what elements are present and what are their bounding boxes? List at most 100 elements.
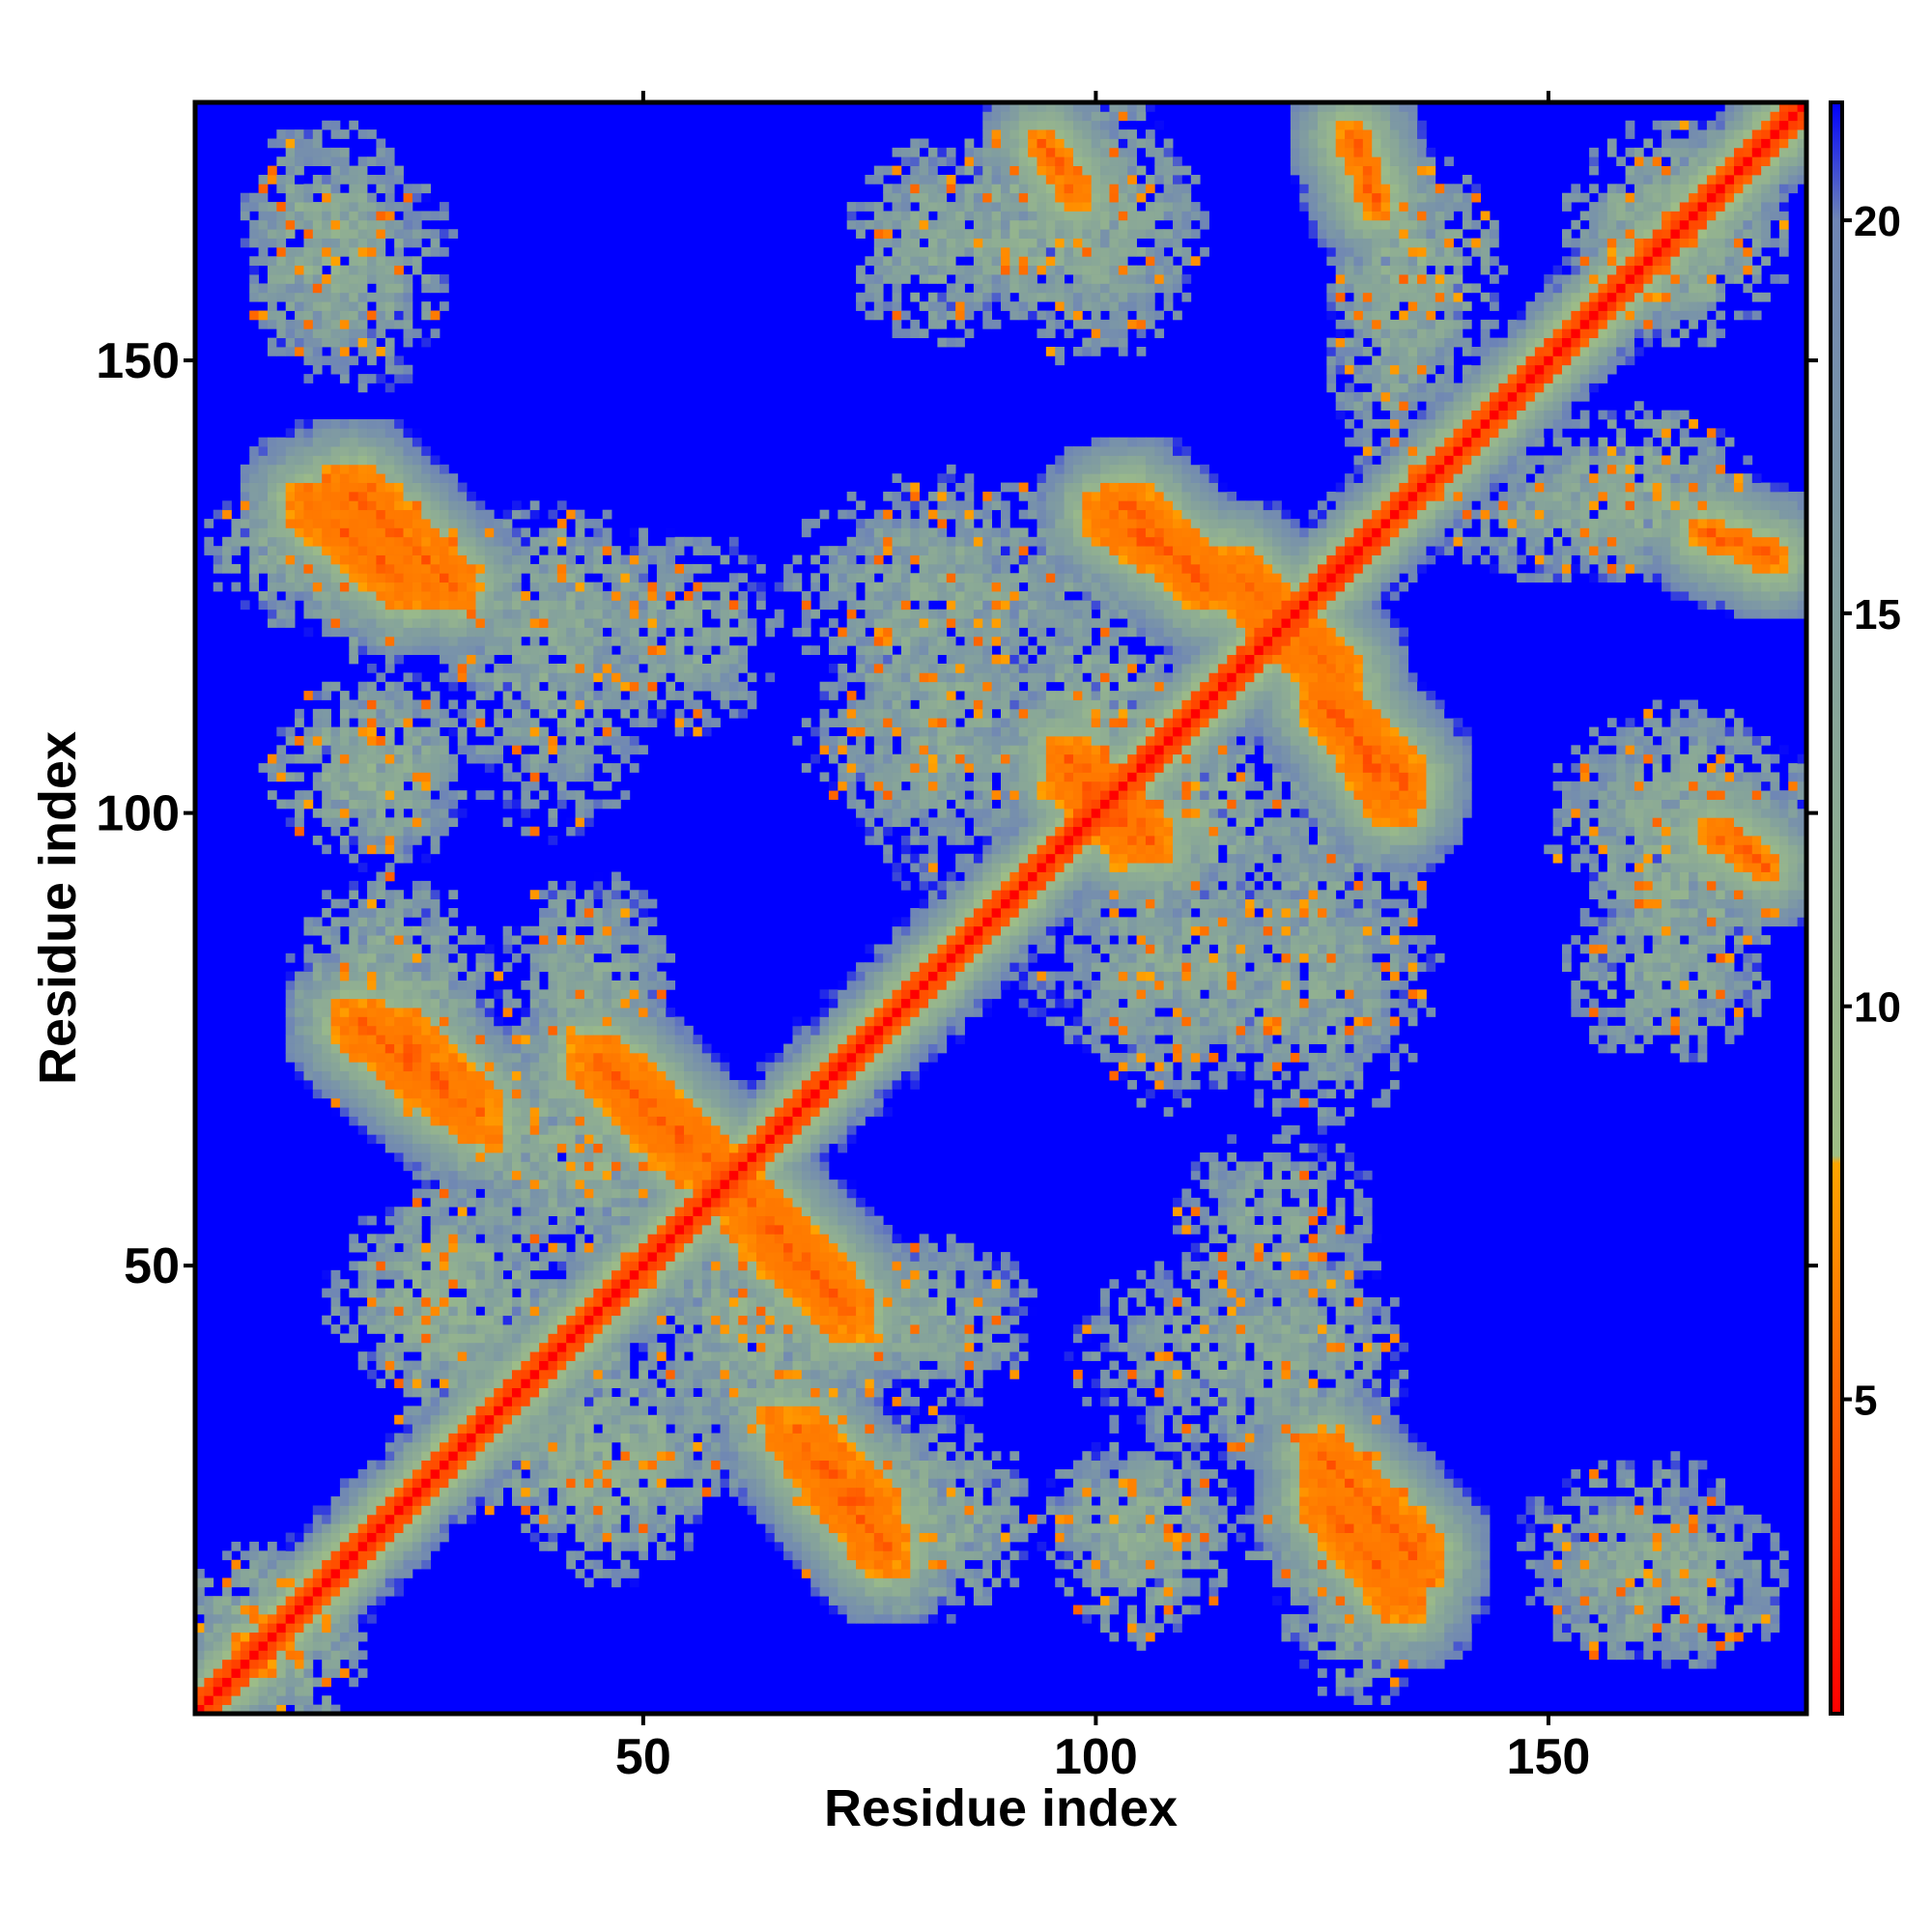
heatmap-cell <box>502 1279 513 1289</box>
heatmap-cell <box>539 1406 549 1416</box>
heatmap-cell <box>548 1451 558 1462</box>
heatmap-cell <box>548 1369 558 1379</box>
heatmap-cell <box>430 1523 440 1533</box>
heatmap-cell <box>656 1224 667 1235</box>
heatmap-cell <box>267 482 277 493</box>
heatmap-cell <box>376 763 386 773</box>
heatmap-cell <box>276 609 287 619</box>
heatmap-cell <box>511 1460 522 1470</box>
heatmap-cell <box>639 1161 648 1172</box>
heatmap-cell <box>394 1269 404 1280</box>
heatmap-cell <box>457 1505 468 1516</box>
heatmap-cell <box>548 672 558 683</box>
heatmap-cell <box>611 1550 621 1561</box>
heatmap-cell <box>440 229 449 239</box>
heatmap-cell <box>258 554 269 565</box>
heatmap-cell <box>575 1478 585 1489</box>
heatmap-cell <box>367 808 377 818</box>
heatmap-cell <box>629 1378 639 1389</box>
heatmap-cell <box>593 691 604 700</box>
heatmap-cell <box>611 681 621 692</box>
heatmap-cell <box>639 1279 648 1289</box>
heatmap-cell <box>521 980 531 990</box>
heatmap-cell <box>647 1152 658 1162</box>
heatmap-cell <box>440 1505 449 1516</box>
heatmap-cell <box>440 1062 449 1072</box>
heatmap-cell <box>457 708 468 719</box>
heatmap-cell <box>611 908 621 918</box>
heatmap-cell <box>566 1025 576 1036</box>
heatmap-cell <box>357 917 368 927</box>
heatmap-cell <box>421 1207 432 1217</box>
heatmap-cell <box>349 1569 359 1578</box>
heatmap-cell <box>566 826 576 837</box>
heatmap-cell <box>629 1532 639 1543</box>
heatmap-cell <box>521 1296 531 1307</box>
heatmap-cell <box>339 790 350 800</box>
heatmap-cell <box>494 1152 504 1162</box>
heatmap-cell <box>620 980 631 990</box>
heatmap-cell <box>339 691 350 700</box>
heatmap-cell <box>556 890 567 900</box>
heatmap-cell <box>267 274 277 284</box>
heatmap-cell <box>376 1097 386 1108</box>
heatmap-cell <box>656 1261 667 1271</box>
heatmap-cell <box>629 663 639 673</box>
heatmap-cell <box>647 1424 658 1434</box>
heatmap-cell <box>421 925 432 936</box>
heatmap-cell <box>620 745 631 755</box>
heatmap-cell <box>639 1143 648 1153</box>
heatmap-cell <box>511 998 522 1009</box>
heatmap-cell <box>529 627 540 638</box>
heatmap-cell <box>231 546 242 555</box>
heatmap-cell <box>475 1288 486 1298</box>
heatmap-cell <box>430 519 440 528</box>
heatmap-cell <box>602 1089 612 1099</box>
heatmap-cell <box>339 355 350 366</box>
heatmap-cell <box>448 1505 459 1516</box>
heatmap-cell <box>457 1324 468 1334</box>
heatmap-cell <box>529 1035 540 1044</box>
heatmap-cell <box>448 582 459 592</box>
heatmap-cell <box>583 763 594 773</box>
heatmap-cell <box>267 753 277 764</box>
heatmap-cell <box>376 1351 386 1361</box>
heatmap-cell <box>330 898 341 909</box>
heatmap-cell <box>674 1441 685 1452</box>
heatmap-cell <box>629 1224 639 1235</box>
heatmap-cell <box>521 1035 531 1044</box>
heatmap-cell <box>484 1134 495 1145</box>
heatmap-cell <box>575 1043 585 1054</box>
heatmap-cell <box>467 1333 476 1344</box>
heatmap-cell <box>548 1360 558 1371</box>
heatmap-cell <box>367 681 377 692</box>
heatmap-cell <box>412 563 422 574</box>
heatmap-cell <box>448 998 459 1009</box>
heatmap-cell <box>430 935 440 945</box>
heatmap-cell <box>403 1097 413 1108</box>
heatmap-cell <box>384 1143 395 1153</box>
heatmap-cell <box>421 1124 432 1135</box>
heatmap-cell <box>448 753 459 764</box>
heatmap-cell <box>656 582 667 592</box>
heatmap-cell <box>539 1008 549 1017</box>
heatmap-cell <box>403 1360 413 1371</box>
heatmap-cell <box>267 1569 277 1578</box>
heatmap-cell <box>303 1070 314 1081</box>
heatmap-cell <box>521 1487 531 1497</box>
heatmap-cell <box>384 283 395 294</box>
heatmap-cell <box>285 1016 296 1027</box>
heatmap-cell <box>448 1197 459 1208</box>
heatmap-cell <box>539 1224 549 1235</box>
heatmap-cell <box>575 1025 585 1036</box>
heatmap-cell <box>494 1043 504 1054</box>
heatmap-cell <box>367 1369 377 1379</box>
heatmap-cell <box>467 1369 476 1379</box>
heatmap-cell <box>602 699 612 710</box>
heatmap-cell <box>684 663 694 673</box>
heatmap-cell <box>684 1441 694 1452</box>
heatmap-cell <box>412 500 422 511</box>
heatmap-cell <box>566 1043 576 1054</box>
heatmap-cell <box>394 944 404 954</box>
heatmap-cell <box>195 1704 205 1715</box>
